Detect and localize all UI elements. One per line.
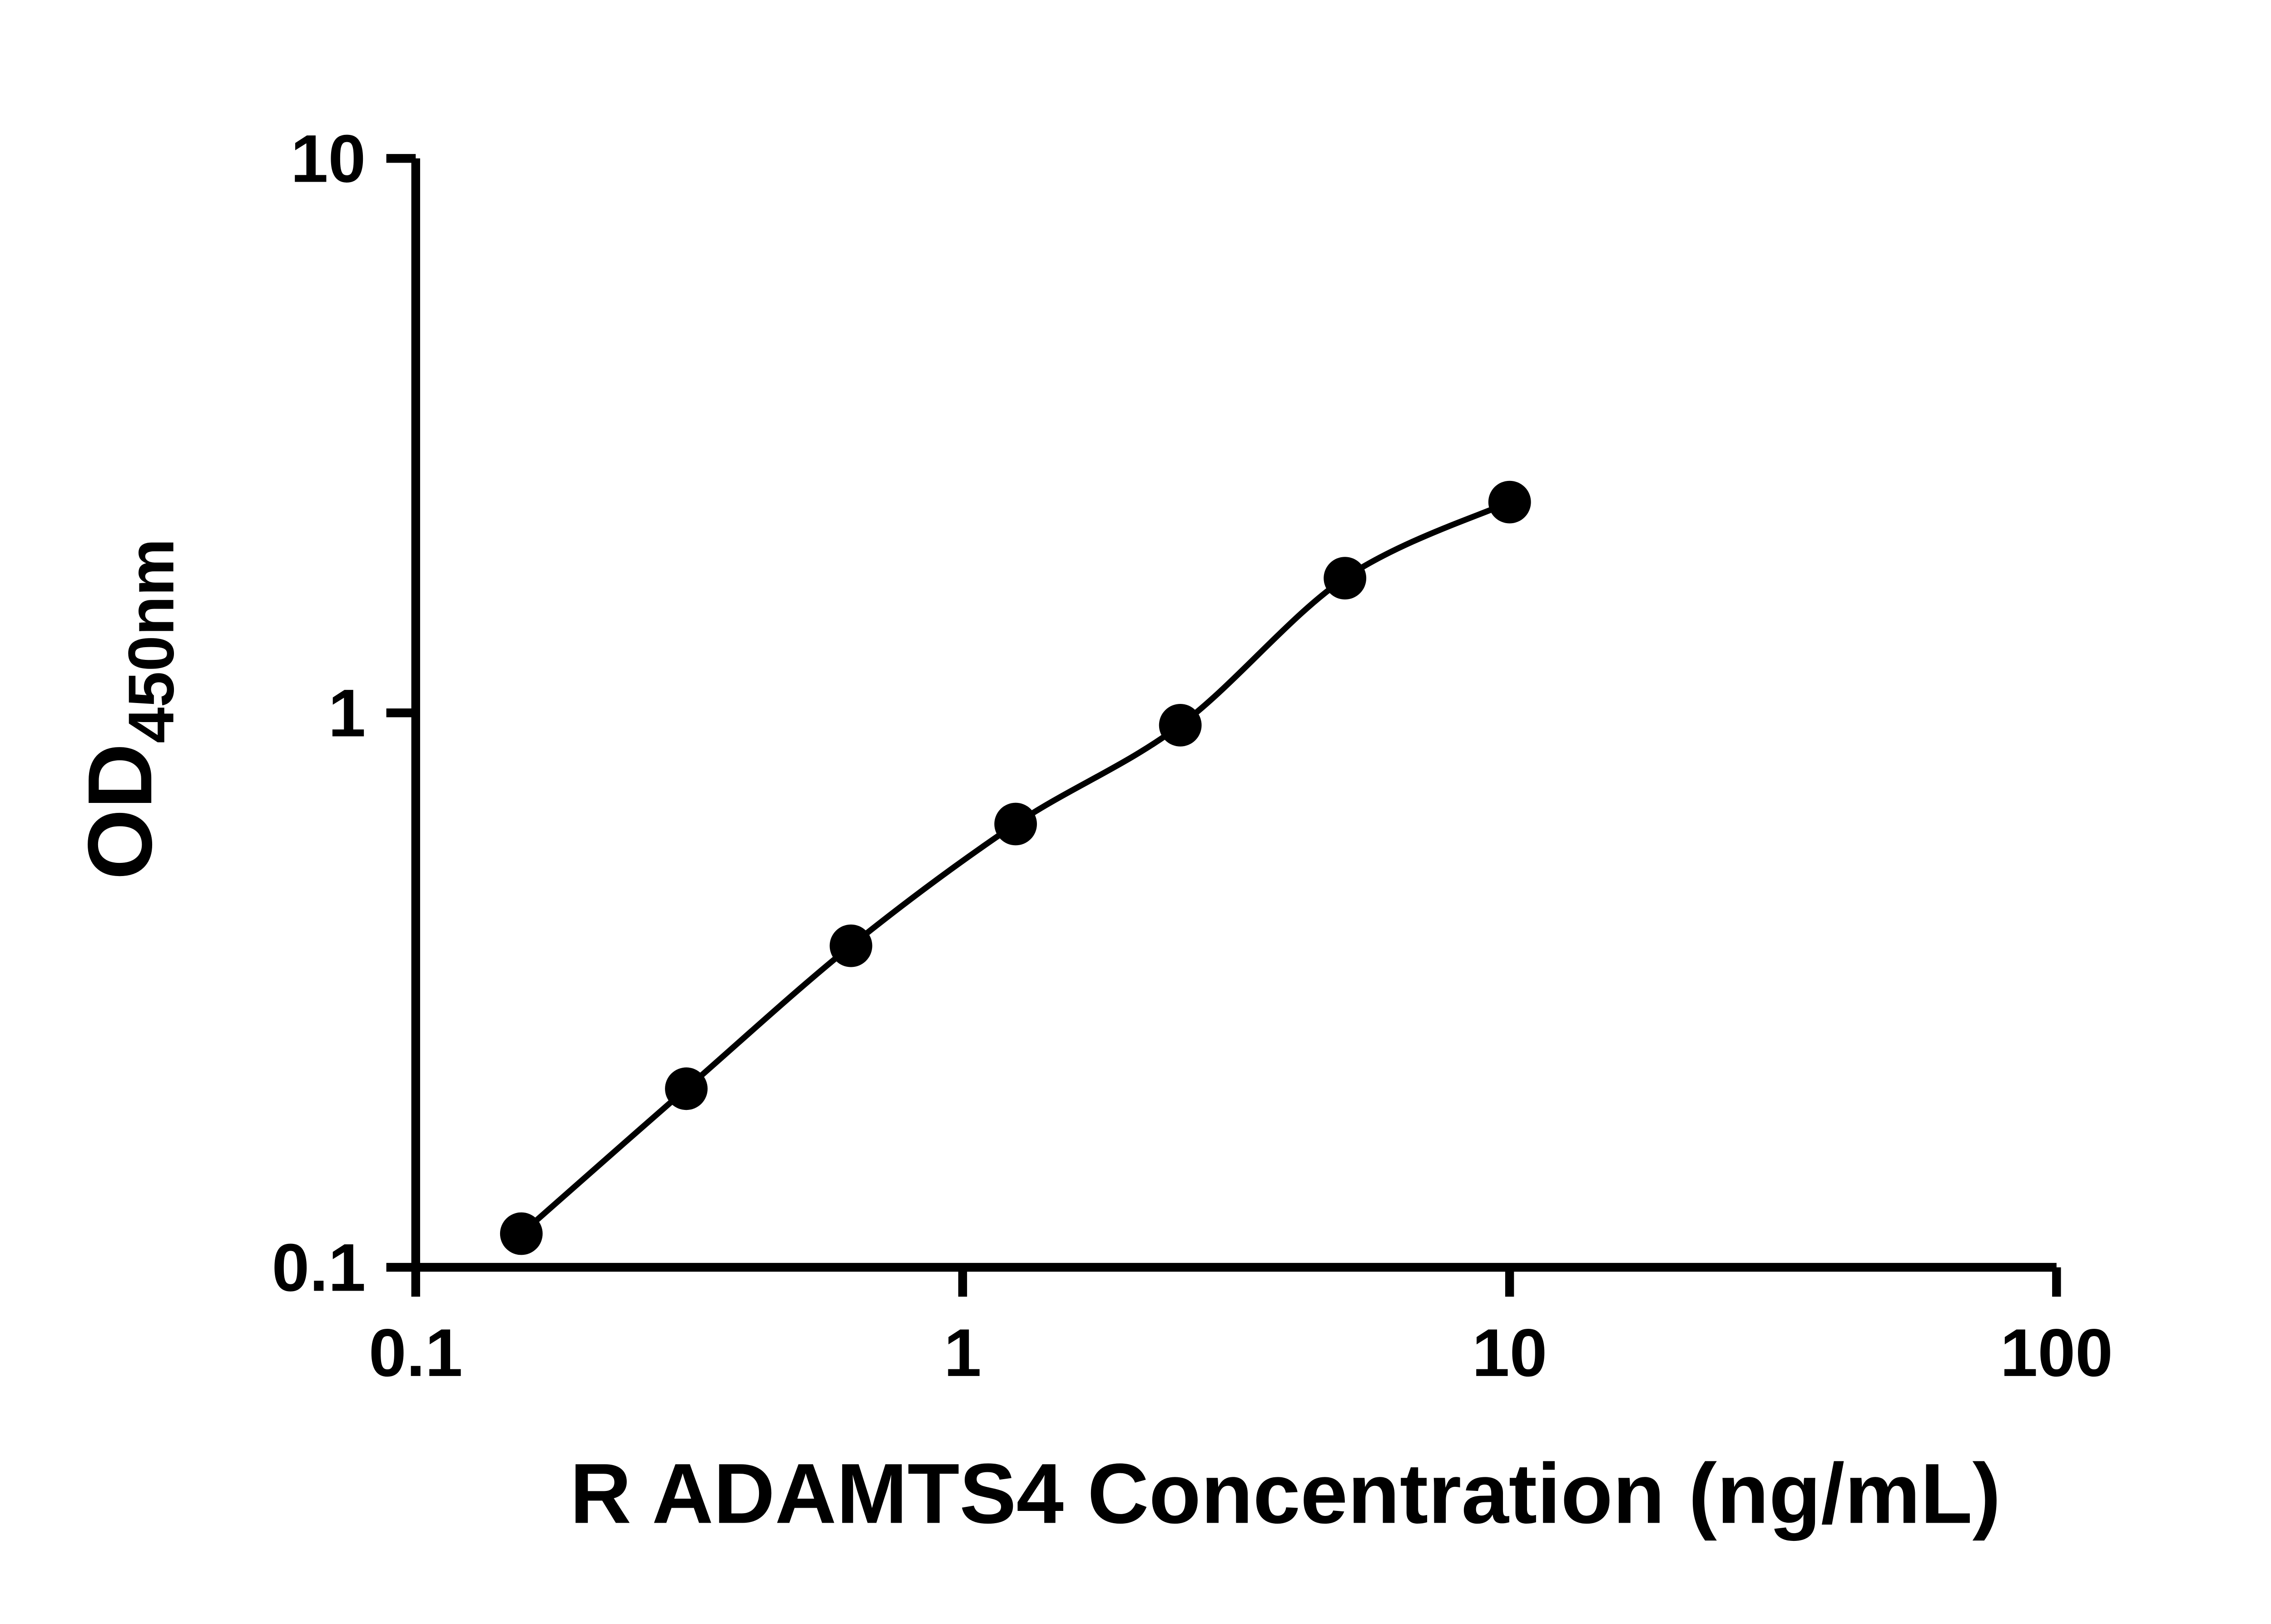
y-tick-label: 10 bbox=[291, 121, 366, 197]
x-tick-label: 10 bbox=[1472, 1315, 1547, 1391]
data-point bbox=[829, 924, 873, 967]
plot-layer: 0.1 1 10 100 0.1 1 10 bbox=[272, 121, 2112, 1391]
y-axis-title-main: OD bbox=[69, 743, 171, 880]
data-point bbox=[1324, 557, 1367, 600]
y-axis-title: OD450nm bbox=[69, 539, 188, 880]
fit-curve bbox=[519, 499, 1511, 1236]
x-tick-label: 0.1 bbox=[369, 1315, 463, 1391]
y-axis-title-group: OD450nm bbox=[69, 539, 188, 880]
y-tick-label: 1 bbox=[328, 675, 366, 751]
data-point bbox=[994, 802, 1037, 846]
y-tick-label: 0.1 bbox=[272, 1229, 366, 1305]
data-point bbox=[1159, 703, 1202, 747]
data-point bbox=[500, 1212, 543, 1255]
y-axis-title-subscript: 450nm bbox=[115, 539, 188, 743]
data-point bbox=[665, 1067, 708, 1110]
x-tick-label: 100 bbox=[2000, 1315, 2113, 1391]
x-axis-title: R ADAMTS4 Concentration (ng/mL) bbox=[570, 1446, 2001, 1541]
data-point bbox=[1488, 480, 1531, 524]
x-tick-label: 1 bbox=[944, 1315, 982, 1391]
